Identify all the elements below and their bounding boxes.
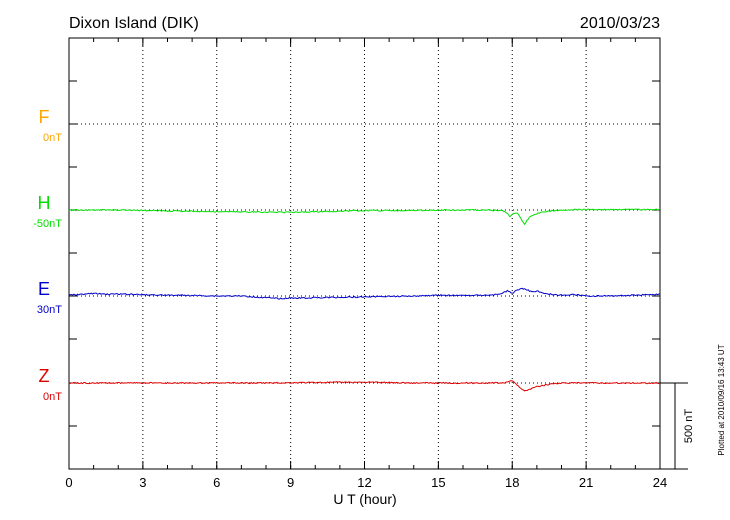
series-line-z [68,380,661,392]
series-name-e: E [38,279,50,299]
chart-date: 2010/03/23 [580,15,660,32]
series-labels: F 0nT H -50nT E 30nT Z 0nT [33,107,62,403]
x-tick-label: 3 [139,475,146,490]
x-tick-label: 9 [287,475,294,490]
x-tick-label: 21 [579,475,593,490]
x-tick-label: 18 [505,475,519,490]
series-name-h: H [38,193,51,213]
series-baseline-f: 0nT [43,132,62,144]
x-tick-label: 6 [213,475,220,490]
series-baseline-e: 30nT [37,304,62,316]
x-tick-labels: 0 3 6 9 12 15 18 21 24 [65,475,667,490]
chart-title: Dixon Island (DIK) [69,15,199,32]
axis-ticks [68,38,661,469]
scale-bar: 500 nT [660,382,695,470]
series-name-z: Z [39,366,50,386]
x-tick-label: 0 [65,475,72,490]
series-baseline-z: 0nT [43,391,62,403]
x-axis-label: U T (hour) [333,491,396,507]
scale-bar-label: 500 nT [683,409,695,444]
x-tick-label: 15 [431,475,445,490]
plotted-note: Plotted at 2010/09/16 13:43 UT [717,344,726,455]
x-tick-label: 12 [357,475,371,490]
x-tick-label: 24 [653,475,667,490]
series-line-h [68,208,661,226]
series-name-f: F [39,107,50,127]
series-baseline-h: -50nT [33,218,62,230]
grid-lines [69,38,660,469]
series-lines [68,208,661,392]
series-line-e [68,287,660,300]
